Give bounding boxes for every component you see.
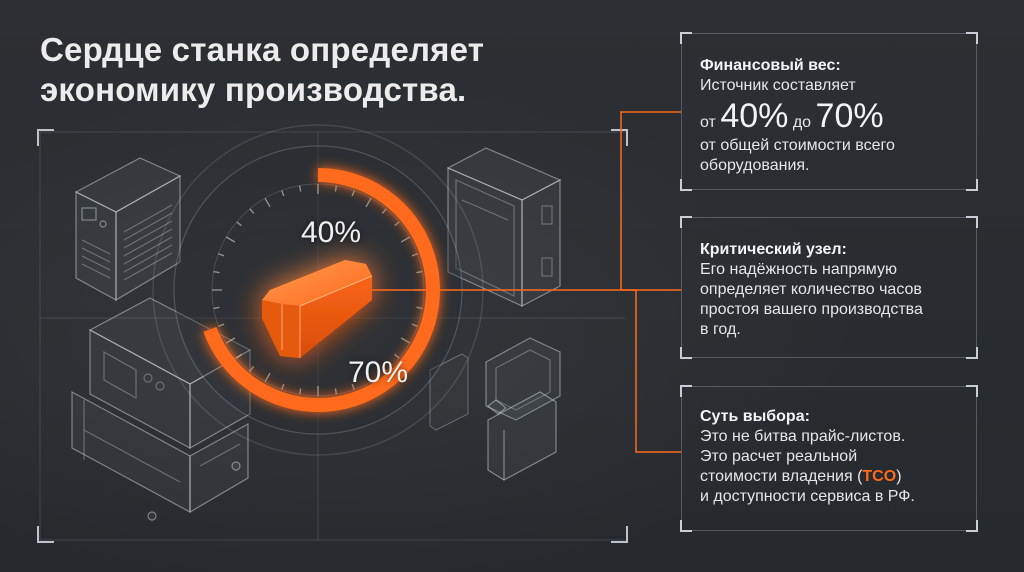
gauge-label-40: 40% [301,216,362,249]
gauge-tick [218,323,225,327]
tco-post: ) [896,468,902,485]
gauge-tick [298,388,302,395]
gauge-tick [351,383,355,390]
gauge-tick [264,197,271,208]
gauge-tick [281,383,285,390]
financial-weight-title: Финансовый вес: [700,57,841,74]
gauge-tick [411,253,418,257]
financial-weight-card: Финансовый вес: Источник составляет от 4… [680,32,978,191]
gauge-tick [334,185,338,192]
gauge-tick [236,221,242,227]
gauge-tick [416,306,423,310]
gauge-tick [236,353,242,359]
critical-node-card: Критический узел: Его надёжность напряму… [680,216,978,359]
frame-corners [37,129,628,543]
tco-pre: стоимости владения ( [700,468,863,485]
power-module-core-icon [262,260,373,358]
gauge-tick [213,306,220,310]
range-from-value: 40% [720,97,789,135]
choice-essence-line-4: и доступности сервиса в РФ. [700,488,915,505]
gauge-tick [225,337,236,344]
choice-essence-title: Суть выбора: [700,408,810,425]
gauge-tick [334,388,338,395]
tco-accent: TCO [862,468,897,485]
gauge-tick [416,270,423,274]
critical-node-line-3: простоя вашего производства [700,301,923,318]
frame-guides [39,131,625,541]
financial-weight-range: от 40% до 70% [700,98,958,134]
financial-weight-line-3: от общей стоимости всего [700,137,895,154]
control-panel-terminal-icon [485,337,561,481]
electrical-cabinet-icon [446,147,562,307]
choice-essence-line-2: Это расчет реальной [700,448,858,465]
connector-lines [372,111,681,453]
gauge-tick [218,253,225,257]
range-from-word: от [700,114,716,131]
gauge-progress-arc [203,168,440,412]
financial-weight-line-4: оборудования. [700,157,810,174]
gauge-tick [298,185,302,192]
gauge-tick [394,353,400,359]
gauge-tick [381,208,387,214]
financial-weight-line-1: Источник составляет [700,77,856,94]
gauge-tick [394,221,400,227]
gauge-label-70: 70% [348,356,409,389]
gauge-tick [411,323,418,327]
pump-module-icon [429,353,469,431]
choice-essence-card: Суть выбора: Это не битва прайс-листов. … [680,385,978,532]
choice-essence-line-1: Это не битва прайс-листов. [700,428,906,445]
gauge-tick [249,208,255,214]
critical-node-title: Критический узел: [700,241,847,258]
gauge-tick [213,270,220,274]
gauge-ticks [212,184,424,396]
gauge-tick [351,190,355,197]
title-line-2: экономику производства. [40,71,467,108]
gauge-tick [400,236,411,243]
gauge-tick [400,337,411,344]
gauge-tick [281,190,285,197]
chiller-unit-icon [74,157,182,302]
critical-node-line-1: Его надёжность напрямую [700,261,897,278]
gauge-tick [365,197,372,208]
title-line-1: Сердце станка определяет [40,31,485,68]
gauge-tick [264,372,271,383]
critical-node-line-4: в год. [700,321,741,338]
gauge-tick [249,366,255,372]
critical-node-line-2: определяет количество часов [700,281,922,298]
range-to-word: до [792,114,812,131]
gauge-tick [225,236,236,243]
gauge-tick [365,372,372,383]
page-title: Сердце станка определяет экономику произ… [40,30,484,110]
choice-essence-line-3: стоимости владения (TCO) [700,467,958,487]
range-to-value: 70% [815,97,884,135]
gauge-tick [381,366,387,372]
